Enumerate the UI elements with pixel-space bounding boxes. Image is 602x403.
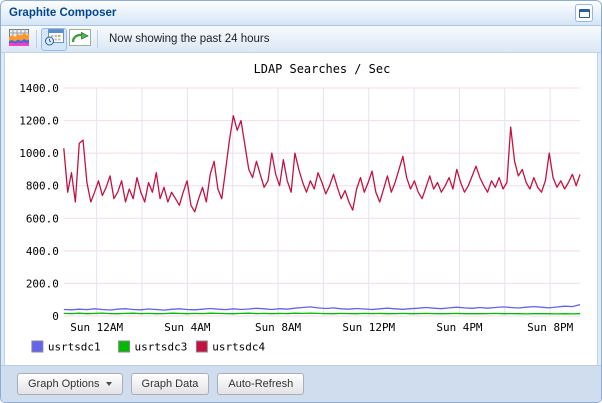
legend-swatch-usrtsdc3 [118, 340, 131, 353]
x-tick-label: Sun 8PM [527, 321, 574, 334]
graph-style-button[interactable] [6, 28, 32, 51]
maximize-button[interactable] [575, 4, 593, 22]
x-tick-label: Sun 12AM [70, 321, 123, 334]
y-tick-label: 200.0 [26, 277, 59, 290]
chart-title: LDAP Searches / Sec [254, 62, 391, 76]
series-line-usrtsdc1 [63, 303, 581, 311]
update-graph-button[interactable] [67, 28, 93, 51]
y-tick-label: 1000.0 [19, 147, 59, 160]
area-chart-icon [9, 29, 29, 49]
calendar-clock-icon [44, 29, 64, 49]
legend-swatch-usrtsdc1 [31, 340, 44, 353]
y-tick-label: 400.0 [26, 245, 59, 258]
toolbar: Now showing the past 24 hours [1, 26, 601, 53]
x-tick-label: Sun 12PM [342, 321, 395, 334]
chart-panel: 1400.0 1200.0 1000.0 800.0 600.0 400.0 200.0 0 S… [4, 53, 598, 365]
graph-options-label: Graph Options [28, 378, 100, 390]
graph-data-label: Graph Data [141, 378, 199, 390]
auto-refresh-label: Auto-Refresh [228, 378, 294, 390]
y-tick-label: 600.0 [26, 212, 59, 225]
window-title: Graphite Composer [9, 7, 117, 19]
y-tick-label: 1400.0 [19, 82, 59, 95]
graph-options-button[interactable]: Graph Options [17, 373, 123, 395]
legend-label-usrtsdc1: usrtsdc1 [48, 340, 101, 353]
x-tick-label: Sun 4PM [436, 321, 483, 334]
dropdown-caret-icon [105, 382, 112, 386]
refresh-arrow-icon [69, 29, 91, 49]
graph-data-button[interactable]: Graph Data [130, 373, 210, 395]
time-range-button[interactable] [41, 27, 67, 51]
legend-swatch-usrtsdc4 [195, 340, 208, 353]
window-titlebar[interactable]: Graphite Composer [1, 1, 601, 26]
series-line-usrtsdc4 [63, 115, 581, 213]
y-tick-label: 1200.0 [19, 115, 59, 128]
x-tick-label: Sun 8AM [255, 321, 302, 334]
y-tick-label: 800.0 [26, 180, 59, 193]
maximize-icon [578, 8, 590, 18]
legend-label-usrtsdc4: usrtsdc4 [212, 340, 265, 353]
window-body: 1400.0 1200.0 1000.0 800.0 600.0 400.0 200.0 0 S… [1, 53, 601, 365]
legend-label-usrtsdc3: usrtsdc3 [135, 340, 188, 353]
ldap-searches-chart: 1400.01200.01000.0800.0600.0400.0200.00S… [19, 62, 581, 354]
footer-toolbar: Graph Options Graph Data Auto-Refresh [1, 365, 601, 402]
toolbar-separator [36, 30, 37, 48]
series-line-usrtsdc3 [63, 312, 581, 315]
x-tick-label: Sun 4AM [164, 321, 211, 334]
y-tick-label: 0 [52, 310, 59, 323]
toolbar-status-text: Now showing the past 24 hours [109, 33, 270, 45]
toolbar-separator [97, 30, 98, 48]
auto-refresh-button[interactable]: Auto-Refresh [217, 373, 305, 395]
